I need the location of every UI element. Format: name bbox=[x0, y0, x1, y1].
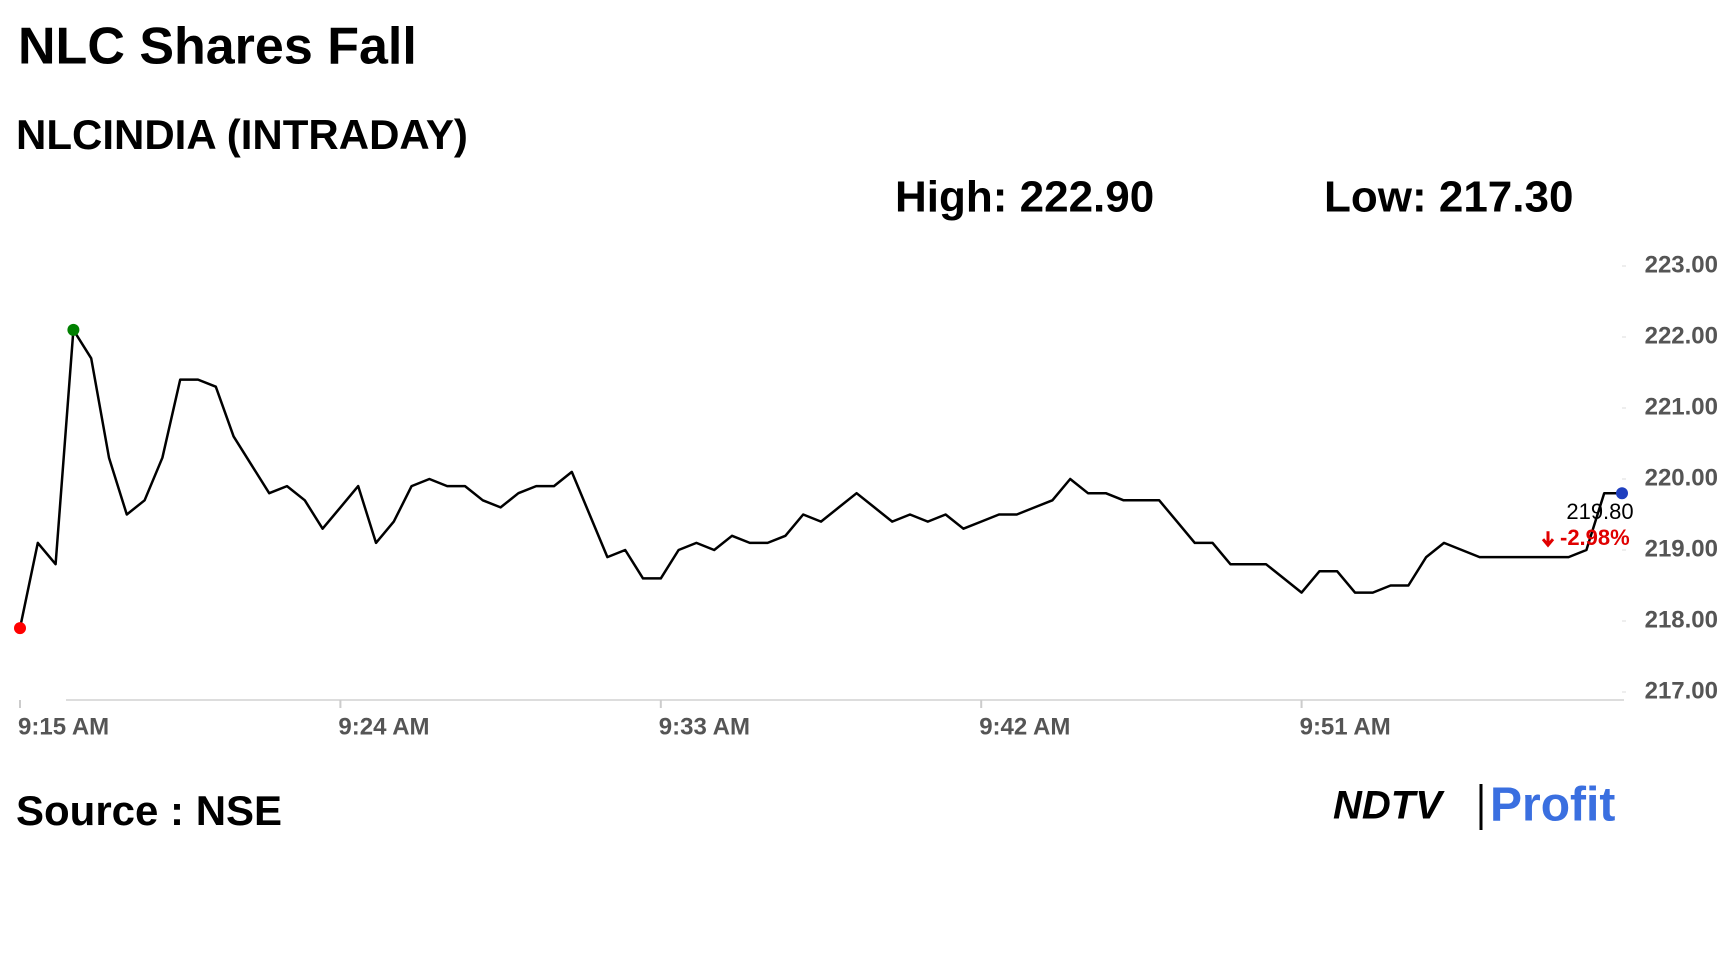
y-tick-label: 221.00 bbox=[1645, 393, 1718, 420]
y-tick-label: 218.00 bbox=[1645, 606, 1718, 633]
x-tick-label: 9:51 AM bbox=[1300, 713, 1391, 740]
chart-subtitle: NLCINDIA (INTRADAY) bbox=[16, 111, 468, 158]
x-tick-label: 9:15 AM bbox=[18, 713, 109, 740]
change-pct: -2.98% bbox=[1560, 525, 1630, 550]
low-label: Low: 217.30 bbox=[1324, 173, 1573, 222]
y-tick-label: 220.00 bbox=[1645, 464, 1718, 491]
x-tick-label: 9:24 AM bbox=[338, 713, 429, 740]
end-point bbox=[1616, 487, 1628, 500]
y-tick-label: 217.00 bbox=[1645, 677, 1718, 704]
y-tick-label: 219.00 bbox=[1645, 535, 1718, 562]
x-tick-label: 9:42 AM bbox=[979, 713, 1070, 740]
y-tick-label: 222.00 bbox=[1645, 322, 1718, 349]
brand-logo: NDTV bbox=[1333, 784, 1445, 828]
price-line bbox=[18, 328, 1622, 629]
high-label: High: 222.90 bbox=[895, 173, 1154, 222]
high-point bbox=[67, 323, 80, 336]
y-tick-label: 223.00 bbox=[1645, 251, 1718, 278]
start-point bbox=[14, 622, 26, 635]
chart-title: NLC Shares Fall bbox=[18, 18, 417, 76]
brand-suffix: Profit bbox=[1490, 779, 1615, 832]
last-price: 219.80 bbox=[1566, 499, 1633, 524]
down-arrow bbox=[1541, 531, 1555, 548]
source: Source : NSE bbox=[16, 787, 282, 834]
x-tick-label: 9:33 AM bbox=[659, 713, 750, 740]
